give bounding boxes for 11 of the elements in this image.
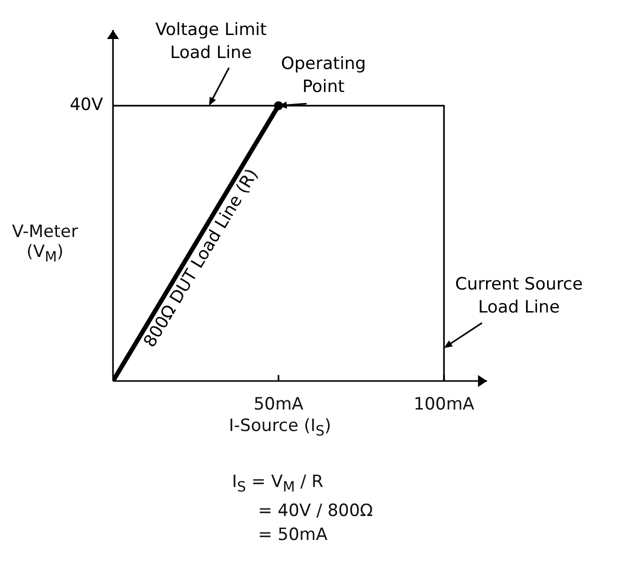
annotation: Current Source Load Line <box>455 274 583 318</box>
text: = 50mA <box>257 524 328 548</box>
y-axis-title: V-Meter (V$_{M}$) <box>10 222 79 266</box>
annotation: Operating Point <box>280 54 366 98</box>
text: I$_{S}$ = V$_{M}$ / R <box>232 471 324 498</box>
text: 40V <box>70 95 104 116</box>
annotation: Voltage Limit Load Line <box>155 20 267 64</box>
x-tick-label: 50mA <box>254 394 304 415</box>
x-axis-title: I-Source (I$_{S}$) <box>228 416 332 440</box>
text: = 40V / 800Ω <box>257 500 373 524</box>
x-tick-label: 100mA <box>414 394 475 415</box>
